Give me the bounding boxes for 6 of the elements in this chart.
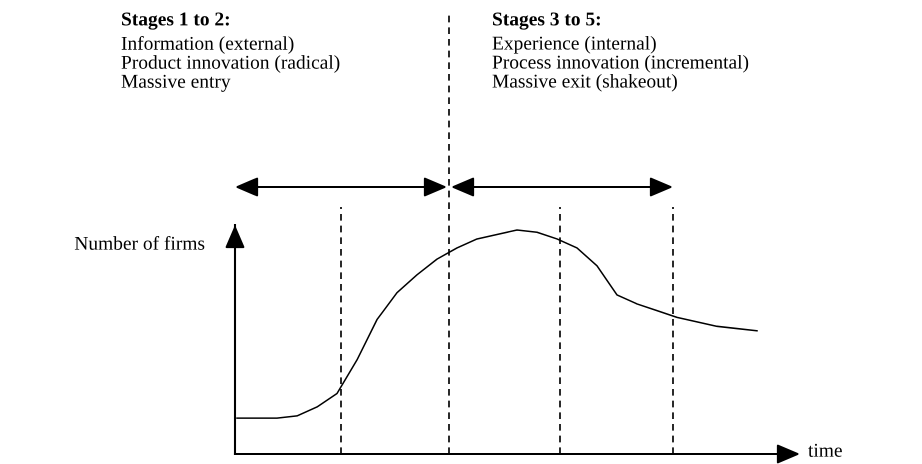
- y-axis-title: Number of firms: [74, 236, 204, 250]
- x-axis-title: time: [808, 444, 842, 457]
- text: Stages 1 to 2:: [122, 12, 229, 30]
- text: Experience (internal) Process innovation (incremental) Massive exit (shakeout): [492, 36, 748, 92]
- text: Information (external) Product innovation (radical) Massive entry: [122, 36, 340, 92]
- text: Stages 3 to 5:: [493, 12, 600, 30]
